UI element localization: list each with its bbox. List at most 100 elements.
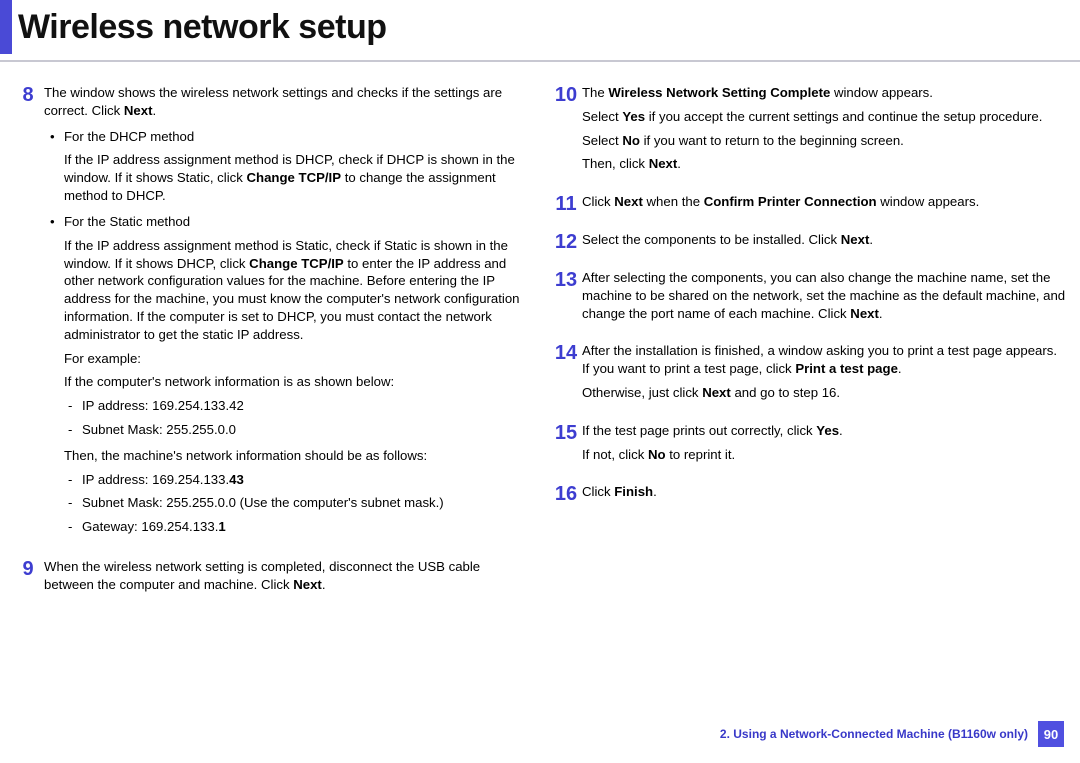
bold-next: Next <box>702 385 731 400</box>
bold-change-tcpip: Change TCP/IP <box>247 170 342 185</box>
step-content: When the wireless network setting is com… <box>44 558 530 600</box>
page-footer: 2. Using a Network-Connected Machine (B1… <box>720 721 1064 747</box>
title-accent <box>0 0 12 54</box>
step-number: 14 <box>550 342 582 407</box>
left-column: 8 The window shows the wireless network … <box>12 84 530 614</box>
text: Otherwise, just click <box>582 385 702 400</box>
s13-text: After selecting the components, you can … <box>582 269 1068 322</box>
step-16: 16 Click Finish. <box>550 483 1068 507</box>
s16-text: Click Finish. <box>582 483 1068 501</box>
step-11: 11 Click Next when the Confirm Printer C… <box>550 193 1068 217</box>
text: IP address: 169.254.133. <box>82 472 229 487</box>
bold-next: Next <box>841 232 870 247</box>
step-number: 13 <box>550 269 582 328</box>
text: to reprint it. <box>666 447 736 462</box>
step-content: Select the components to be installed. C… <box>582 231 1068 255</box>
step-13: 13 After selecting the components, you c… <box>550 269 1068 328</box>
text: . <box>898 361 902 376</box>
text: The window shows the wireless network se… <box>44 85 502 118</box>
m-gw: Gateway: 169.254.133.1 <box>82 518 530 536</box>
bold-next: Next <box>649 156 678 171</box>
step-content: The Wireless Network Setting Complete wi… <box>582 84 1068 179</box>
bold-no: No <box>622 133 640 148</box>
text: When the wireless network setting is com… <box>44 559 480 592</box>
example-values: IP address: 169.254.133.42 Subnet Mask: … <box>64 397 530 439</box>
step-content: The window shows the wireless network se… <box>44 84 530 544</box>
text: The <box>582 85 608 100</box>
step-14: 14 After the installation is finished, a… <box>550 342 1068 407</box>
text: . <box>869 232 873 247</box>
bold-ip-last: 43 <box>229 472 244 487</box>
step-content: After selecting the components, you can … <box>582 269 1068 328</box>
ex-mask: Subnet Mask: 255.255.0.0 <box>82 421 530 439</box>
text: . <box>653 484 657 499</box>
s10-l3: Select No if you want to return to the b… <box>582 132 1068 150</box>
bold-cpc: Confirm Printer Connection <box>704 194 877 209</box>
step-9: 9 When the wireless network setting is c… <box>12 558 530 600</box>
text: Then, click <box>582 156 649 171</box>
step-number: 12 <box>550 231 582 255</box>
page-title: Wireless network setup <box>18 0 386 60</box>
step9-text: When the wireless network setting is com… <box>44 558 530 594</box>
machine-values: IP address: 169.254.133.43 Subnet Mask: … <box>64 471 530 536</box>
method-list: For the DHCP method If the IP address as… <box>44 128 530 536</box>
text: After selecting the components, you can … <box>582 270 1065 321</box>
s10-l2: Select Yes if you accept the current set… <box>582 108 1068 126</box>
step-number: 10 <box>550 84 582 179</box>
bold-next: Next <box>124 103 153 118</box>
step-number: 8 <box>12 84 44 544</box>
s11-text: Click Next when the Confirm Printer Conn… <box>582 193 1068 211</box>
step-number: 16 <box>550 483 582 507</box>
m-ip: IP address: 169.254.133.43 <box>82 471 530 489</box>
bold-wnsc: Wireless Network Setting Complete <box>608 85 830 100</box>
text: If not, click <box>582 447 648 462</box>
step-number: 9 <box>12 558 44 600</box>
step8-intro: The window shows the wireless network se… <box>44 84 530 120</box>
s15-l1: If the test page prints out correctly, c… <box>582 422 1068 440</box>
s10-l1: The Wireless Network Setting Complete wi… <box>582 84 1068 102</box>
s12-text: Select the components to be installed. C… <box>582 231 1068 249</box>
bold-print-test: Print a test page <box>795 361 898 376</box>
text: window appears. <box>877 194 980 209</box>
text: Click <box>582 484 614 499</box>
step-content: If the test page prints out correctly, c… <box>582 422 1068 470</box>
step-10: 10 The Wireless Network Setting Complete… <box>550 84 1068 179</box>
text: . <box>152 103 156 118</box>
bold-finish: Finish <box>614 484 653 499</box>
s14-l2: Otherwise, just click Next and go to ste… <box>582 384 1068 402</box>
example-intro: If the computer's network information is… <box>64 373 530 391</box>
step-8: 8 The window shows the wireless network … <box>12 84 530 544</box>
text: when the <box>643 194 704 209</box>
step-15: 15 If the test page prints out correctly… <box>550 422 1068 470</box>
bold-gw-last: 1 <box>218 519 225 534</box>
then-label: Then, the machine's network information … <box>64 447 530 465</box>
text: if you want to return to the beginning s… <box>640 133 904 148</box>
step-content: After the installation is finished, a wi… <box>582 342 1068 407</box>
page-body: 8 The window shows the wireless network … <box>0 62 1080 614</box>
bold-next: Next <box>614 194 643 209</box>
bold-next: Next <box>293 577 322 592</box>
text: window appears. <box>830 85 933 100</box>
step-content: Click Next when the Confirm Printer Conn… <box>582 193 1068 217</box>
static-item: For the Static method If the IP address … <box>64 213 530 536</box>
text: Select the components to be installed. C… <box>582 232 841 247</box>
step-number: 15 <box>550 422 582 470</box>
s15-l2: If not, click No to reprint it. <box>582 446 1068 464</box>
bold-change-tcpip: Change TCP/IP <box>249 256 344 271</box>
text: . <box>879 306 883 321</box>
dhcp-text: If the IP address assignment method is D… <box>64 151 530 204</box>
text: Click <box>582 194 614 209</box>
s14-l1: After the installation is finished, a wi… <box>582 342 1068 378</box>
step-number: 11 <box>550 193 582 217</box>
text: . <box>677 156 681 171</box>
text: Select <box>582 109 622 124</box>
bold-next: Next <box>850 306 879 321</box>
dhcp-item: For the DHCP method If the IP address as… <box>64 128 530 205</box>
text: Gateway: 169.254.133. <box>82 519 218 534</box>
bold-yes: Yes <box>816 423 839 438</box>
static-label: For the Static method <box>64 213 530 231</box>
page-number-badge: 90 <box>1038 721 1064 747</box>
bold-yes: Yes <box>622 109 645 124</box>
s10-l4: Then, click Next. <box>582 155 1068 173</box>
title-bar: Wireless network setup <box>0 0 1080 62</box>
